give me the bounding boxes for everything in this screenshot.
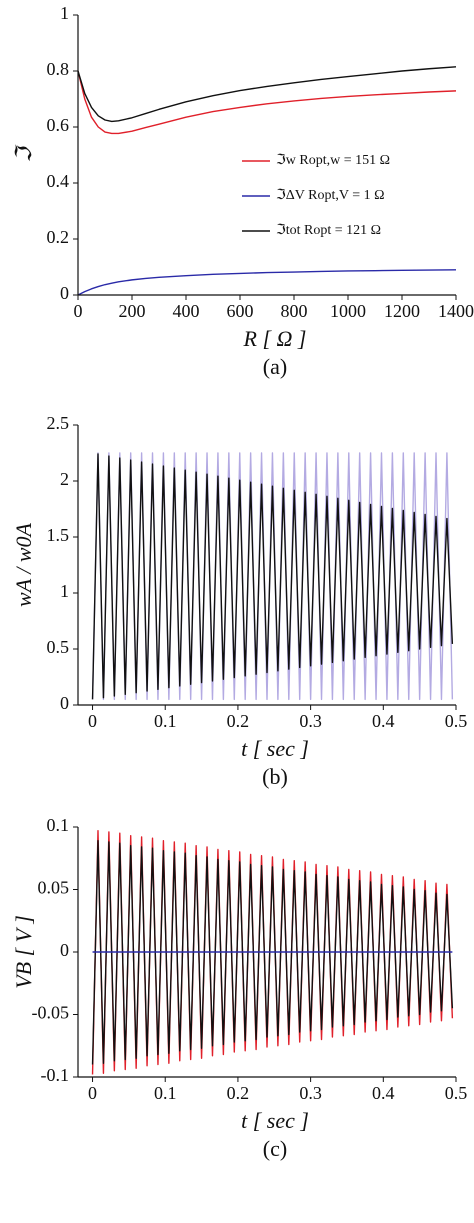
x-tick-label: 0.3 <box>299 1083 322 1103</box>
data-line <box>77 269 457 296</box>
data-line <box>91 830 454 1075</box>
data-line <box>77 66 457 123</box>
y-axis-label: VB [ V ] <box>11 915 36 989</box>
y-tick-label: 0.2 <box>47 227 70 247</box>
x-tick-label: 600 <box>227 301 254 321</box>
x-tick-label: 0 <box>88 711 97 731</box>
x-tick-label: 1000 <box>330 301 366 321</box>
x-tick-label: 0.2 <box>227 711 250 731</box>
x-tick-label: 0.5 <box>445 1083 468 1103</box>
x-tick-label: 800 <box>281 301 308 321</box>
x-tick-label: 1200 <box>384 301 420 321</box>
y-tick-label: -0.05 <box>32 1003 70 1023</box>
y-tick-label: 0.6 <box>47 115 70 135</box>
y-axis-label: wA / w0A <box>11 522 36 607</box>
x-tick-label: 0.3 <box>299 711 322 731</box>
legend-label: ℑtot Ropt = 121 Ω <box>276 223 381 238</box>
x-tick-label: 0.2 <box>227 1083 250 1103</box>
x-tick-label: 0.1 <box>154 711 177 731</box>
x-tick-label: 200 <box>119 301 146 321</box>
y-tick-label: 2 <box>60 469 69 489</box>
x-tick-label: 400 <box>173 301 200 321</box>
y-tick-label: 2.5 <box>47 413 70 433</box>
y-tick-label: 0.4 <box>47 171 70 191</box>
caption: (b) <box>262 764 288 789</box>
x-tick-label: 0 <box>74 301 83 321</box>
y-tick-label: 0.5 <box>47 637 70 657</box>
caption: (a) <box>263 354 287 379</box>
legend-label: ℑΔV Ropt,V = 1 Ω <box>276 188 385 203</box>
data-line <box>91 452 454 701</box>
y-tick-label: 0 <box>60 283 69 303</box>
data-line <box>91 840 454 1065</box>
data-line <box>77 70 457 135</box>
data-line <box>91 453 454 700</box>
x-axis-label: R [ Ω ] <box>243 326 307 351</box>
x-tick-label: 0.1 <box>154 1083 177 1103</box>
x-tick-label: 0 <box>88 1083 97 1103</box>
x-tick-label: 0.5 <box>445 711 468 731</box>
y-tick-label: 1 <box>60 581 69 601</box>
x-axis-label: t [ sec ] <box>241 736 309 761</box>
x-tick-label: 0.4 <box>372 711 395 731</box>
y-tick-label: -0.1 <box>41 1065 70 1085</box>
y-tick-label: 0.05 <box>38 878 70 898</box>
y-tick-label: 0.1 <box>47 815 70 835</box>
y-tick-label: 1 <box>60 3 69 23</box>
y-tick-label: 0 <box>60 693 69 713</box>
x-tick-label: 1400 <box>438 301 474 321</box>
y-axis-label: ℑ <box>11 144 36 163</box>
legend-label: ℑw Ropt,w = 151 Ω <box>276 153 390 168</box>
y-tick-label: 0 <box>60 940 69 960</box>
x-axis-label: t [ sec ] <box>241 1108 309 1133</box>
x-tick-label: 0.4 <box>372 1083 395 1103</box>
y-tick-label: 1.5 <box>47 525 70 545</box>
y-tick-label: 0.8 <box>47 59 70 79</box>
caption: (c) <box>263 1136 287 1161</box>
